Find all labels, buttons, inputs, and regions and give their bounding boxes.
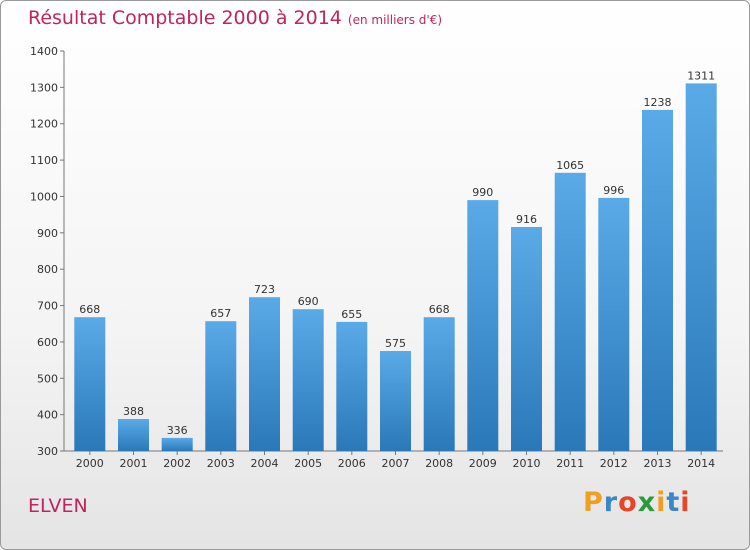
bar-2010 — [511, 227, 542, 451]
value-label-2006: 655 — [341, 308, 362, 321]
logo-letter: r — [603, 487, 619, 518]
location-label: ELVEN — [28, 495, 88, 517]
x-tick-label-2013: 2013 — [644, 457, 672, 470]
x-tick-label-2014: 2014 — [687, 457, 715, 470]
bar-2007 — [380, 351, 411, 451]
value-label-2012: 996 — [603, 184, 624, 197]
y-tick-label: 1300 — [30, 81, 58, 94]
logo-letter: i — [680, 487, 691, 518]
value-label-2003: 657 — [210, 307, 231, 320]
value-label-2008: 668 — [429, 303, 450, 316]
y-tick-label: 600 — [37, 336, 58, 349]
value-label-2009: 990 — [472, 186, 493, 199]
proxiti-logo: Proxiti — [583, 487, 691, 518]
chart-bars: 668 388 336 657 723 690 655 575 668 990 916 1065 996… — [74, 69, 717, 452]
y-tick-label: 1400 — [30, 45, 58, 58]
value-label-2010: 916 — [516, 213, 537, 226]
x-tick-label-2009: 2009 — [469, 457, 497, 470]
bar-2005 — [292, 309, 324, 451]
bar-2009 — [467, 200, 499, 451]
bar-2001 — [118, 419, 149, 451]
value-label-2004: 723 — [254, 283, 275, 296]
x-tick-label-2012: 2012 — [600, 457, 628, 470]
y-tick-label: 900 — [37, 227, 58, 240]
bar-2008 — [423, 317, 455, 451]
value-label-2014: 1311 — [687, 69, 715, 82]
bar-2000 — [74, 317, 106, 451]
logo-letter: P — [583, 487, 604, 518]
chart-subtitle: (en milliers d'€) — [347, 13, 443, 27]
logo-letter: i — [656, 487, 667, 518]
logo-letter: x — [637, 487, 657, 518]
x-tick-label-2000: 2000 — [76, 457, 104, 470]
y-tick-label: 1200 — [30, 118, 58, 131]
bar-2013 — [642, 109, 673, 452]
bar-2012 — [598, 197, 630, 451]
value-label-2001: 388 — [123, 405, 144, 418]
value-label-2007: 575 — [385, 337, 406, 350]
y-tick-label: 400 — [37, 409, 58, 422]
y-tick-label: 500 — [37, 372, 58, 385]
x-tick-label-2004: 2004 — [251, 457, 279, 470]
x-tick-label-2010: 2010 — [513, 457, 541, 470]
y-tick-label: 800 — [37, 263, 58, 276]
value-label-2002: 336 — [167, 424, 188, 437]
x-tick-label-2003: 2003 — [207, 457, 235, 470]
chart-title-text: Résultat Comptable 2000 à 2014 — [28, 7, 342, 29]
bar-2002 — [161, 437, 193, 451]
logo-letter: t — [666, 487, 681, 518]
value-label-2005: 690 — [298, 295, 319, 308]
chart-title: Résultat Comptable 2000 à 2014 (en millie… — [28, 7, 442, 29]
bar-2006 — [336, 321, 368, 451]
value-label-2011: 1065 — [556, 159, 584, 172]
value-label-2013: 1238 — [644, 96, 672, 109]
x-tick-label-2001: 2001 — [120, 457, 148, 470]
x-tick-label-2011: 2011 — [556, 457, 584, 470]
x-tick-label-2007: 2007 — [382, 457, 410, 470]
y-tick-label: 1100 — [30, 154, 58, 167]
x-tick-label-2008: 2008 — [425, 457, 453, 470]
value-label-2000: 668 — [79, 303, 100, 316]
bar-2003 — [205, 321, 237, 451]
bar-2014 — [685, 83, 717, 452]
y-tick-label: 700 — [37, 300, 58, 313]
bar-2004 — [249, 297, 280, 451]
bar-2011 — [554, 172, 586, 452]
y-tick-label: 1000 — [30, 190, 58, 203]
x-tick-label-2002: 2002 — [163, 457, 191, 470]
y-tick-label: 300 — [37, 445, 58, 458]
logo-letter: o — [618, 487, 638, 518]
x-tick-label-2006: 2006 — [338, 457, 366, 470]
x-tick-label-2005: 2005 — [294, 457, 322, 470]
